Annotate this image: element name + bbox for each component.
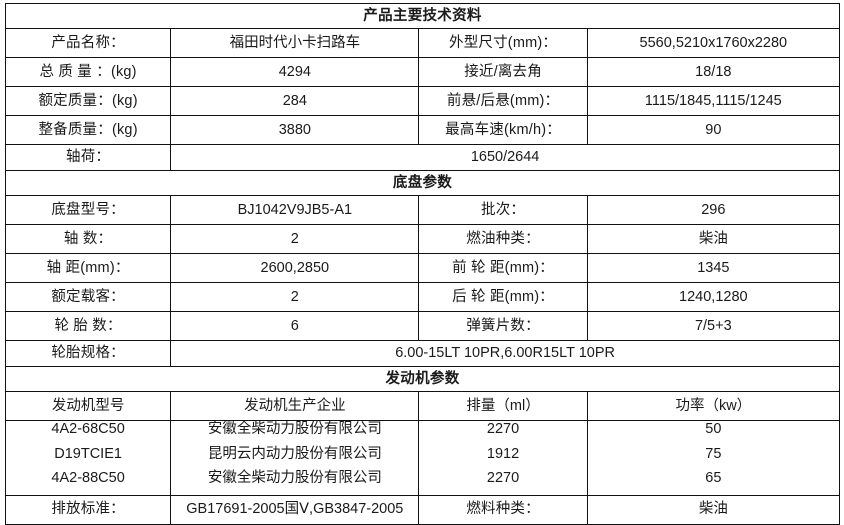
value-chassis-model: BJ1042V9JB5-A1 — [170, 195, 420, 225]
table-row: 总 质 量 ：(kg) 4294 接近/离去角 18/18 — [4, 57, 841, 87]
value-emission-standard: GB17691-2005国Ⅴ,GB3847-2005 — [170, 494, 420, 525]
label-fuel-type: 燃油种类： — [418, 224, 588, 254]
value-front-rear-overhang: 1115/1845,1115/1245 — [586, 86, 841, 116]
value-spring-leaves: 7/5+3 — [586, 311, 841, 341]
section-title-chassis: 底盘参数 — [5, 170, 840, 196]
column-header-displacement: 排量（ml） — [418, 391, 588, 421]
value-curb-mass: 3880 — [170, 115, 420, 145]
label-rear-track: 后 轮 距(mm)： — [418, 282, 588, 312]
label-gross-mass: 总 质 量 ：(kg) — [4, 57, 172, 87]
engine-maker-1: 昆明云内动力股份有限公司 — [207, 445, 382, 462]
label-overall-dimensions: 外型尺寸(mm)： — [418, 28, 588, 58]
table-row: 轮 胎 数： 6 弹簧片数： 7/5+3 — [4, 311, 841, 341]
label-max-speed: 最高车速(km/h)： — [418, 115, 588, 145]
engine-model-0: 4A2-68C50 — [51, 421, 125, 437]
engine-column-header-row: 发动机型号 发动机生产企业 排量（ml） 功率（kw） — [4, 391, 841, 421]
value-product-name: 福田时代小卡扫路车 — [170, 28, 420, 58]
table-row: 产品名称： 福田时代小卡扫路车 外型尺寸(mm)： 5560,5210x1760… — [4, 28, 841, 58]
table-row: 排放标准： GB17691-2005国Ⅴ,GB3847-2005 燃料种类： 柴… — [4, 494, 841, 525]
vehicle-spec-table: 产品主要技术资料 产品名称： 福田时代小卡扫路车 外型尺寸(mm)： 5560,… — [4, 3, 841, 525]
table-row: 底盘型号： BJ1042V9JB5-A1 批次： 296 — [4, 195, 841, 225]
engine-maker-0: 安徽全柴动力股份有限公司 — [207, 421, 382, 437]
value-approach-departure-angle: 18/18 — [586, 57, 841, 87]
table-row: 轴 距(mm)： 2600,2850 前 轮 距(mm)： 1345 — [4, 253, 841, 283]
value-gross-mass: 4294 — [170, 57, 420, 87]
column-header-engine-maker: 发动机生产企业 — [170, 391, 420, 421]
engine-maker-column: 安徽全柴动力股份有限公司 昆明云内动力股份有限公司 安徽全柴动力股份有限公司 — [170, 420, 420, 496]
label-spring-leaves: 弹簧片数： — [418, 311, 588, 341]
label-front-rear-overhang: 前悬/后悬(mm)： — [418, 86, 588, 116]
value-tire-count: 6 — [170, 311, 420, 341]
label-batch: 批次： — [418, 195, 588, 225]
value-fuel-type: 柴油 — [586, 224, 841, 254]
label-wheelbase: 轴 距(mm)： — [4, 253, 172, 283]
table-row: 轴 数： 2 燃油种类： 柴油 — [4, 224, 841, 254]
label-fuel-kind: 燃料种类： — [418, 494, 588, 525]
section-header-row-chassis: 底盘参数 — [5, 170, 840, 196]
label-tire-count: 轮 胎 数： — [4, 311, 172, 341]
value-fuel-kind: 柴油 — [586, 494, 841, 525]
label-product-name: 产品名称： — [4, 28, 172, 58]
value-overall-dimensions: 5560,5210x1760x2280 — [586, 28, 841, 58]
value-rear-track: 1240,1280 — [586, 282, 841, 312]
label-front-track: 前 轮 距(mm)： — [418, 253, 588, 283]
label-emission-standard: 排放标准： — [4, 494, 172, 525]
label-rated-mass: 额定质量：(kg) — [4, 86, 172, 116]
table-row: 轮胎规格： 6.00-15LT 10PR,6.00R15LT 10PR — [4, 340, 840, 367]
engine-power-0: 50 — [705, 421, 722, 437]
engine-displacement-1: 1912 — [486, 445, 520, 462]
label-tire-spec: 轮胎规格： — [4, 340, 172, 367]
label-rated-passengers: 额定载客： — [4, 282, 172, 312]
engine-power-1: 75 — [705, 445, 722, 462]
value-tire-spec: 6.00-15LT 10PR,6.00R15LT 10PR — [170, 340, 840, 367]
value-batch: 296 — [586, 195, 841, 225]
spec-sheet: 产品主要技术资料 产品名称： 福田时代小卡扫路车 外型尺寸(mm)： 5560,… — [4, 3, 841, 525]
table-row: 额定质量：(kg) 284 前悬/后悬(mm)： 1115/1845,1115/… — [4, 86, 841, 116]
engine-maker-2: 安徽全柴动力股份有限公司 — [207, 470, 382, 486]
section-header-row-product: 产品主要技术资料 — [5, 3, 840, 29]
engine-power-2: 65 — [705, 470, 722, 486]
value-rated-passengers: 2 — [170, 282, 420, 312]
engine-displacement-0: 2270 — [486, 421, 520, 437]
table-row: 额定载客： 2 后 轮 距(mm)： 1240,1280 — [4, 282, 841, 312]
engine-displacement-2: 2270 — [486, 470, 520, 486]
engine-model-column: 4A2-68C50 D19TCIE1 4A2-88C50 — [4, 420, 172, 496]
section-header-row-engine: 发动机参数 — [5, 366, 840, 392]
label-axle-count: 轴 数： — [4, 224, 172, 254]
label-chassis-model: 底盘型号： — [4, 195, 172, 225]
value-max-speed: 90 — [586, 115, 841, 145]
label-approach-departure-angle: 接近/离去角 — [418, 57, 588, 87]
engine-data-block: 4A2-68C50 D19TCIE1 4A2-88C50 安徽全柴动力股份有限公… — [4, 420, 841, 496]
table-row: 轴荷： 1650/2644 — [4, 144, 840, 171]
section-title-engine: 发动机参数 — [5, 366, 840, 392]
label-axle-load: 轴荷： — [4, 144, 172, 171]
value-axle-load: 1650/2644 — [170, 144, 840, 171]
table-row: 整备质量：(kg) 3880 最高车速(km/h)： 90 — [4, 115, 841, 145]
label-curb-mass: 整备质量：(kg) — [4, 115, 172, 145]
section-title-product: 产品主要技术资料 — [5, 3, 840, 29]
engine-model-1: D19TCIE1 — [54, 445, 122, 462]
engine-power-column: 50 75 65 — [586, 420, 841, 496]
engine-model-2: 4A2-88C50 — [51, 470, 125, 486]
column-header-power: 功率（kw） — [586, 391, 841, 421]
value-wheelbase: 2600,2850 — [170, 253, 420, 283]
value-axle-count: 2 — [170, 224, 420, 254]
engine-displacement-column: 2270 1912 2270 — [418, 420, 588, 496]
column-header-engine-model: 发动机型号 — [4, 391, 172, 421]
value-rated-mass: 284 — [170, 86, 420, 116]
value-front-track: 1345 — [586, 253, 841, 283]
